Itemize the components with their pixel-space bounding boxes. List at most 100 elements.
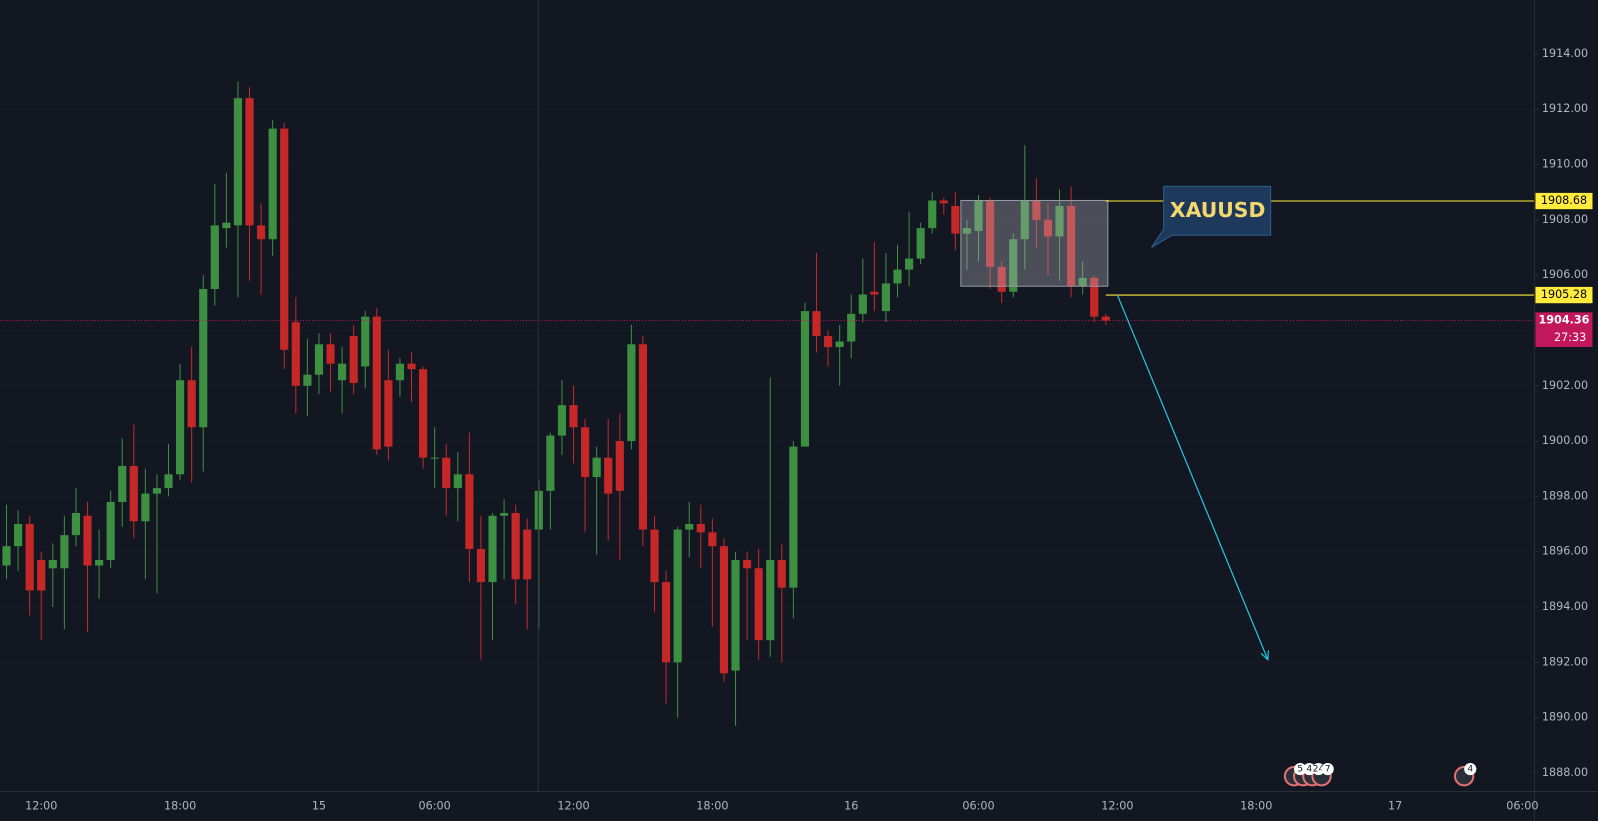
callout: XAUUSD: [1151, 185, 1272, 248]
candle-body: [604, 457, 613, 494]
candle-body: [453, 474, 462, 489]
arrow-head: [1260, 650, 1269, 661]
candle-body: [245, 98, 254, 226]
candle-body: [523, 529, 532, 580]
candle-body: [546, 435, 555, 491]
candle-body: [893, 269, 902, 284]
candle-body: [407, 363, 416, 370]
candle-body: [916, 228, 925, 259]
event-count: 24: [1313, 764, 1325, 775]
candle-body: [1032, 200, 1041, 220]
candle-body: [268, 128, 277, 240]
candle-body: [835, 341, 844, 348]
candle-body: [534, 490, 543, 530]
candle-body: [789, 446, 798, 588]
candle-body: [384, 380, 393, 447]
y-tick-label: 1890.00: [1542, 711, 1588, 724]
candle-body: [847, 313, 856, 342]
candle-body: [881, 283, 891, 312]
candle-body: [303, 374, 312, 386]
x-tick-label: 18:00: [696, 800, 728, 813]
x-tick-label: 15: [312, 800, 326, 813]
candle-body: [1009, 239, 1018, 292]
event-badge: [1303, 762, 1316, 776]
candle-body: [141, 493, 150, 522]
level-tag-label: 1908.68: [1541, 194, 1587, 207]
candle-body: [719, 546, 729, 674]
x-tick-label: 12:00: [1101, 800, 1133, 813]
candle-body: [1090, 277, 1099, 317]
candle-body: [118, 465, 127, 502]
candle-body: [37, 559, 46, 591]
event-badge: [1464, 762, 1477, 776]
candle-body: [511, 512, 520, 580]
candle-body: [280, 128, 289, 350]
candle-body: [1078, 277, 1087, 287]
level-tag: [1535, 286, 1593, 304]
candle-body: [928, 200, 937, 229]
candle-body: [812, 311, 821, 336]
candle-body: [1101, 316, 1110, 321]
candle-body: [187, 380, 196, 428]
candle-body: [800, 311, 810, 447]
candle-body: [349, 335, 358, 384]
level-tag: [1535, 192, 1593, 210]
candle-body: [557, 405, 567, 436]
x-tick-label: 06:00: [1506, 800, 1538, 813]
candle-body: [581, 427, 590, 478]
candle-body: [731, 559, 740, 671]
y-tick-label: 1914.00: [1542, 47, 1588, 60]
x-tick-label: 16: [844, 800, 858, 813]
candle-body: [338, 363, 347, 381]
candle-body: [1020, 200, 1029, 240]
candle-body: [569, 405, 578, 428]
x-tick-label: 17: [1388, 800, 1402, 813]
candle-body: [48, 559, 57, 569]
candle-body: [361, 316, 370, 367]
candle-body: [465, 474, 474, 549]
candle-body: [974, 200, 983, 231]
candle-body: [939, 200, 948, 204]
candle-body: [372, 316, 381, 450]
x-tick-label: 12:00: [557, 800, 589, 813]
x-tick-label: 06:00: [962, 800, 994, 813]
current-price-label: 1904.36: [1538, 314, 1589, 327]
candle-body: [257, 225, 266, 240]
candle-body: [870, 291, 879, 295]
y-tick-label: 1910.00: [1542, 158, 1588, 171]
candle-body: [395, 363, 405, 381]
level-tag-label: 1905.28: [1541, 288, 1587, 301]
candle-body: [754, 568, 763, 641]
event-badge: [1294, 762, 1307, 776]
y-tick-label: 1902.00: [1542, 379, 1588, 392]
countdown-label: 27:33: [1554, 331, 1586, 344]
candle-body: [696, 524, 705, 533]
candle-body: [824, 335, 833, 348]
x-tick-label: 12:00: [25, 800, 57, 813]
current-price-tag: [1535, 312, 1593, 347]
candle-body: [1055, 206, 1064, 237]
candle-body: [986, 200, 995, 267]
candle-body: [488, 515, 497, 583]
candle-body: [962, 228, 972, 234]
candle-body: [743, 559, 752, 569]
candle-body: [592, 457, 601, 478]
candle-body: [997, 266, 1006, 292]
y-tick-label: 1900.00: [1542, 434, 1588, 447]
x-tick-label: 18:00: [1240, 800, 1272, 813]
candle-body: [176, 380, 185, 475]
candle-body: [951, 206, 960, 234]
y-tick-label: 1898.00: [1542, 489, 1588, 502]
candle-body: [2, 546, 11, 566]
y-tick-label: 1896.00: [1542, 545, 1588, 558]
candle-body: [95, 559, 104, 566]
event-count: 7: [1325, 764, 1331, 775]
candle-body: [685, 524, 694, 530]
candle-body: [615, 441, 624, 491]
candle-body: [291, 322, 300, 386]
y-tick-label: 1906.00: [1542, 268, 1588, 281]
candle-body: [60, 535, 69, 569]
candle-body: [106, 501, 115, 560]
candle-body: [627, 344, 636, 442]
